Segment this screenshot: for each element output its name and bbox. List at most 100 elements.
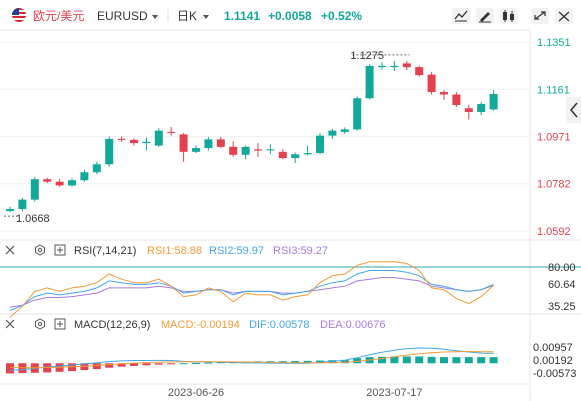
rsi-legend: RSI(7,14,21) RSI1:58.88 RSI2:59.97 RSI3:… — [5, 244, 328, 257]
rsi1-line — [9, 261, 494, 318]
macd-bar — [415, 356, 424, 364]
macd-bar — [440, 357, 448, 364]
macd-bar — [340, 359, 349, 364]
rsi1-value: RSI1:58.88 — [147, 245, 202, 257]
high-label: 1.1275 — [350, 50, 384, 62]
macd-bar — [291, 361, 300, 364]
macd-bar — [105, 363, 114, 368]
macd-layer — [6, 347, 498, 374]
high-annotation: 1.1275 — [350, 50, 410, 62]
candle-up — [6, 209, 14, 212]
candle-down — [427, 74, 436, 93]
candle-up — [316, 135, 324, 154]
macd-settings-icon[interactable] — [35, 318, 45, 330]
candle-down — [117, 138, 126, 140]
price-tick-label: 1.1161 — [537, 84, 570, 96]
macd-bar — [204, 362, 213, 364]
macd-bar — [154, 363, 163, 365]
macd-bar — [353, 358, 362, 364]
fullscreen-icon[interactable] — [531, 8, 549, 24]
macd-bar — [92, 363, 101, 370]
rsi-add-icon[interactable] — [54, 244, 66, 256]
candle-style-icon[interactable] — [500, 8, 518, 24]
candle-up — [477, 104, 486, 112]
candle-up — [340, 129, 349, 132]
macd-bar — [192, 362, 200, 364]
candle-down — [216, 139, 225, 147]
macd-bar — [378, 356, 386, 364]
macd-bar — [402, 356, 411, 364]
pair-dropdown-icon[interactable] — [152, 15, 158, 19]
indicator-icon[interactable] — [452, 8, 470, 24]
candle-down — [402, 63, 411, 68]
main-grid — [0, 41, 530, 232]
rsi-settings-icon[interactable] — [35, 244, 45, 256]
macd-bar — [390, 356, 399, 364]
candle-up — [291, 154, 300, 159]
macd-add-icon[interactable] — [54, 318, 66, 330]
date-axis: 2023-06-26 2023-07-17 — [168, 387, 423, 399]
macd-bar — [427, 356, 436, 364]
candle-up — [92, 164, 101, 173]
pair-name-cn[interactable]: 欧元/美元 — [33, 9, 84, 23]
candles-layer — [6, 60, 498, 213]
price-change-pct: +0.52% — [321, 9, 362, 23]
candle-down — [130, 139, 138, 144]
rsi-close-icon[interactable] — [5, 245, 15, 255]
candle-up — [142, 141, 151, 144]
price-tick-label: 1.0971 — [537, 132, 571, 144]
macd-bar — [6, 363, 14, 374]
macd-bar — [489, 357, 498, 364]
candle-up — [241, 146, 250, 155]
timeframe-selector[interactable]: 日K — [177, 9, 197, 23]
candle-up — [192, 148, 200, 152]
collapse-arrow-icon[interactable] — [566, 97, 581, 123]
rsi-lines — [9, 261, 494, 318]
rsi-tick-label: 35.25 — [548, 301, 576, 313]
dea-value: DEA:0.00676 — [320, 319, 385, 331]
timeframe-dropdown-icon[interactable] — [203, 15, 209, 19]
macd-bar — [179, 363, 188, 365]
price-change: +0.0058 — [268, 9, 312, 23]
price-axis: 1.1351 1.1161 1.0971 1.0782 1.0592 — [537, 37, 571, 238]
candle-down — [167, 131, 176, 133]
candle-up — [68, 180, 76, 186]
macd-bar — [167, 363, 176, 365]
dif-line — [9, 347, 494, 371]
macd-bar — [117, 363, 126, 367]
macd-bar — [303, 360, 312, 364]
macd-bar — [130, 363, 138, 366]
candle-up — [378, 65, 386, 68]
candle-up — [303, 153, 312, 155]
candle-down — [440, 92, 448, 95]
macd-tick-label: 0.00192 — [533, 355, 573, 367]
macd-bar — [142, 363, 151, 366]
candle-down — [278, 151, 287, 159]
candle-up — [30, 179, 39, 200]
candle-down — [415, 67, 424, 76]
candle-up — [353, 98, 362, 130]
macd-legend: MACD(12,26,9) MACD:-0.00194 DIF:0.00578 … — [5, 318, 385, 331]
rsi3-value: RSI3:59.27 — [273, 245, 328, 257]
candle-up — [154, 130, 163, 146]
rsi-tick-label: 80.00 — [548, 262, 576, 274]
price-tick-label: 1.0592 — [537, 226, 571, 238]
rsi-tick-label: 60.64 — [548, 279, 576, 291]
macd-close-icon[interactable] — [5, 319, 15, 329]
candle-up — [204, 139, 213, 149]
macd-bar — [452, 357, 461, 364]
macd-value: MACD:-0.00194 — [161, 319, 240, 331]
candle-down — [179, 134, 188, 152]
draw-pencil-icon[interactable] — [476, 8, 494, 24]
date-tick-label: 2023-06-26 — [168, 387, 224, 399]
macd-bar — [464, 357, 473, 364]
price-tick-label: 1.0782 — [537, 179, 571, 191]
pair-code[interactable]: EURUSD — [97, 9, 148, 23]
price-tick-label: 1.1351 — [537, 37, 571, 49]
close-icon[interactable] — [555, 8, 573, 24]
low-annotation: 1.0668 — [4, 213, 50, 225]
candle-up — [105, 138, 114, 165]
candle-down — [55, 181, 64, 186]
candle-down — [464, 108, 473, 112]
